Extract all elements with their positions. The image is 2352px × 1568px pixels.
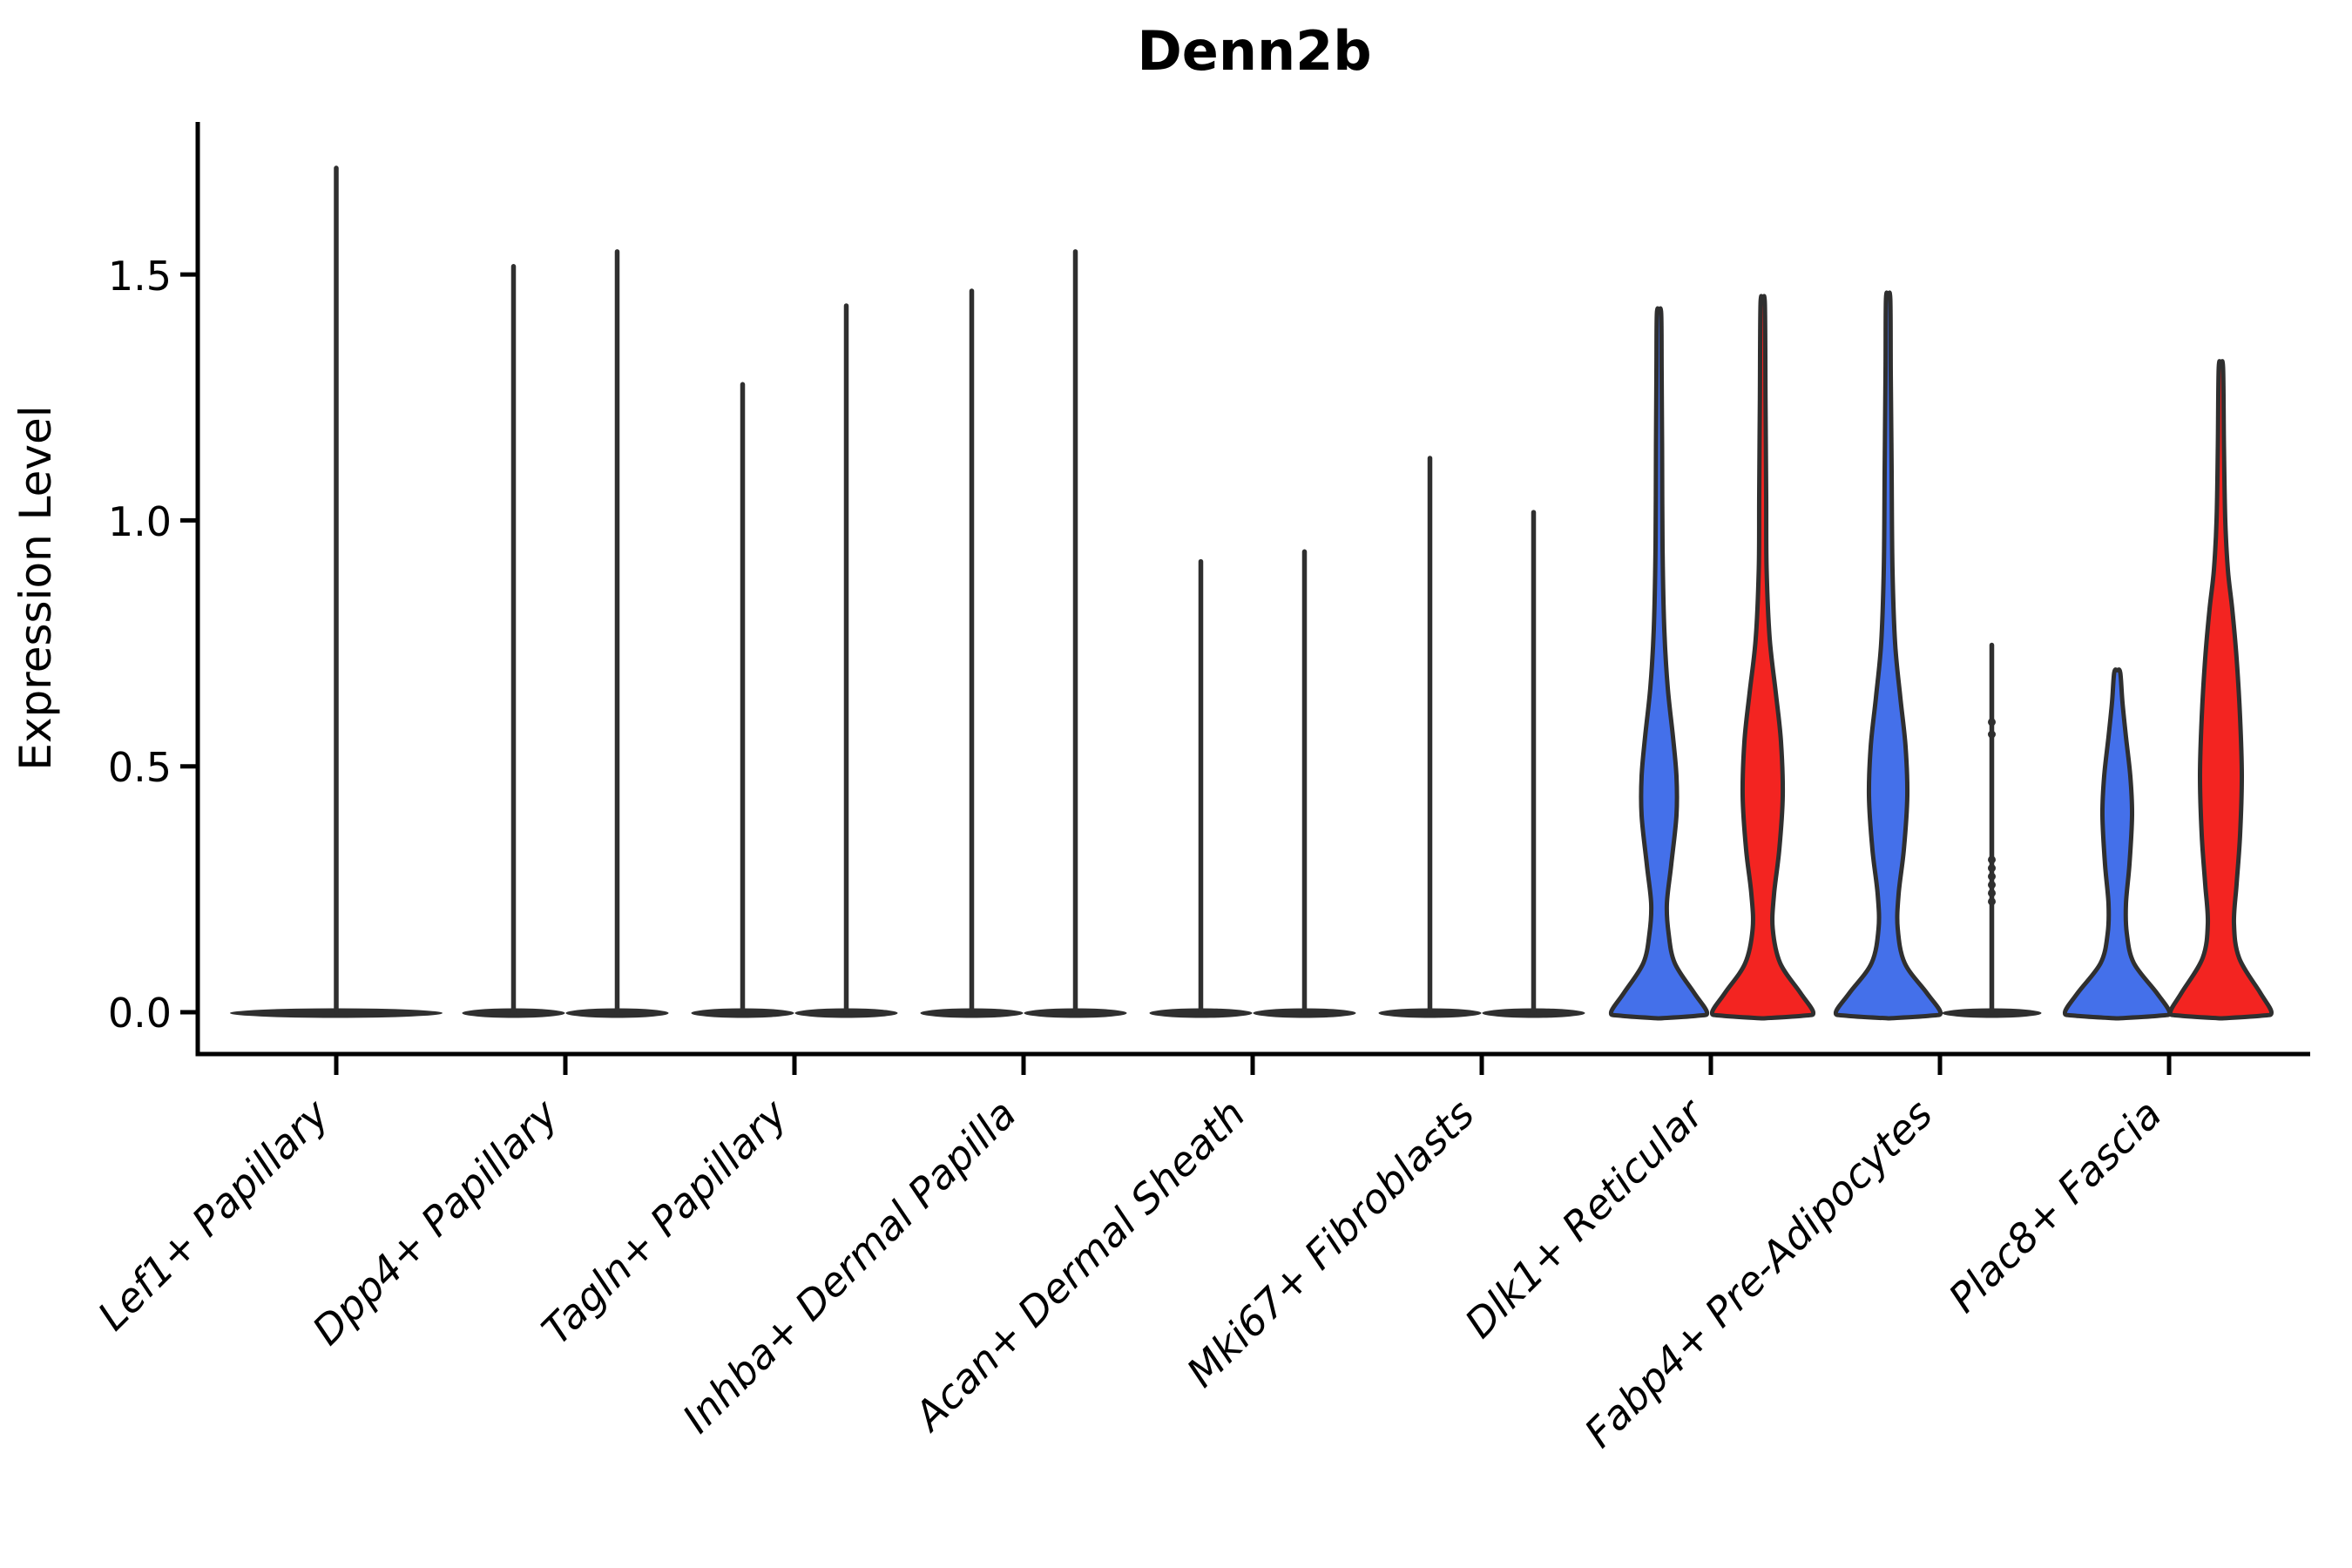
jitter-dot: [1988, 718, 1996, 727]
violin-2-right: [794, 303, 898, 1018]
jitter-dot: [1988, 881, 1996, 889]
y-axis-label: Expression Level: [10, 405, 61, 770]
x-tick-label-8: Plac8+ Fascia: [1939, 1091, 2170, 1321]
violin-2-left: [691, 382, 794, 1018]
y-tick-label-3: 1.5: [108, 253, 172, 300]
y-axis-ticks: [180, 272, 198, 1015]
jitter-dot: [1988, 872, 1996, 881]
jitter-dot: [1988, 855, 1996, 864]
y-tick-label-1: 0.5: [108, 744, 172, 791]
violin-6-right: [1709, 294, 1816, 1021]
violins-layer: [230, 166, 2274, 1021]
violin-5-right: [1482, 510, 1585, 1018]
x-tick-label-6: Dlk1+ Reticular: [1456, 1088, 1714, 1347]
x-axis-ticks: [334, 1054, 2172, 1075]
violin-5-left: [1378, 456, 1482, 1018]
violin-body: [1709, 294, 1816, 1021]
violin-1-right: [565, 249, 669, 1018]
violin-8-right: [2168, 359, 2274, 1021]
violin-0-center: [230, 166, 443, 1018]
violin-body: [2168, 359, 2274, 1021]
jitter-dot: [1988, 889, 1996, 897]
x-tick-label-2: Tagln+ Papillary: [532, 1090, 796, 1354]
jitter-dot: [1988, 897, 1996, 906]
chart-title: Denn2b: [1137, 19, 1371, 83]
axes-layer: [180, 122, 2310, 1075]
violin-8-left: [2062, 667, 2173, 1021]
y-tick-label-2: 1.0: [108, 498, 172, 545]
violin-body: [1833, 290, 1943, 1021]
violin-7-right: [1942, 642, 2042, 1018]
y-tick-label-0: 0.0: [108, 990, 172, 1037]
jitter-dot: [1988, 864, 1996, 873]
violin-4-left: [1149, 558, 1253, 1018]
jitter-dot: [1988, 730, 1996, 739]
violin-body: [2062, 667, 2173, 1021]
violin-6-left: [1608, 306, 1710, 1021]
violin-1-left: [462, 264, 565, 1018]
violin-body: [1608, 306, 1710, 1021]
violin-7-left: [1833, 290, 1943, 1021]
x-tick-label-1: Dpp4+ Papillary: [303, 1090, 567, 1354]
violin-4-right: [1253, 549, 1356, 1018]
x-tick-label-0: Lef1+ Papillary: [89, 1090, 338, 1339]
violin-3-right: [1024, 249, 1127, 1018]
violin-3-left: [920, 288, 1024, 1018]
